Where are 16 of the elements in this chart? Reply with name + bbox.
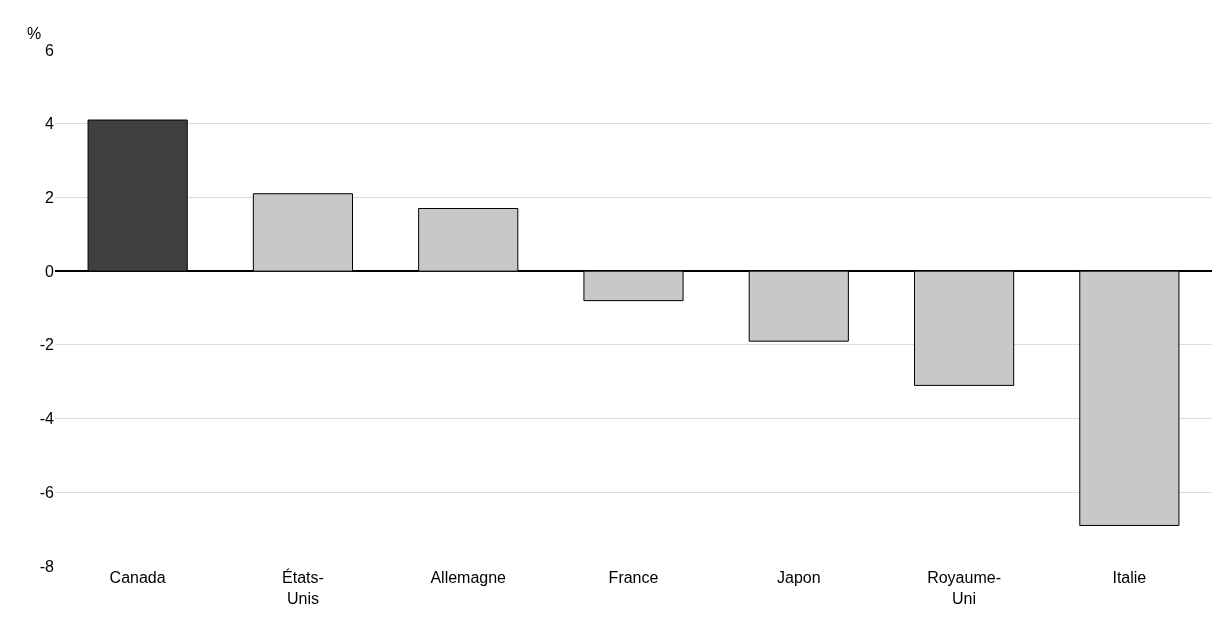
x-tick-label: Royaume- Uni [927, 569, 1001, 607]
y-tick-label: -6 [39, 483, 55, 501]
y-tick-label: -8 [39, 557, 55, 575]
x-tick-label: Allemagne [430, 569, 507, 586]
y-axis-title: % [27, 25, 42, 42]
x-tick-label: Canada [109, 569, 166, 586]
x-tick-label: États- Unis [282, 568, 324, 607]
y-tick-label: 2 [45, 189, 55, 207]
y-tick-label: 0 [45, 262, 55, 280]
y-tick-label: 4 [45, 115, 55, 133]
x-tick-label: Italie [1112, 569, 1147, 586]
y-tick-label: 6 [45, 41, 55, 59]
x-tick-label: Japon [776, 569, 821, 586]
y-tick-label: -2 [39, 336, 55, 354]
y-tick-label: -4 [39, 410, 55, 428]
x-tick-label: France [608, 569, 659, 586]
